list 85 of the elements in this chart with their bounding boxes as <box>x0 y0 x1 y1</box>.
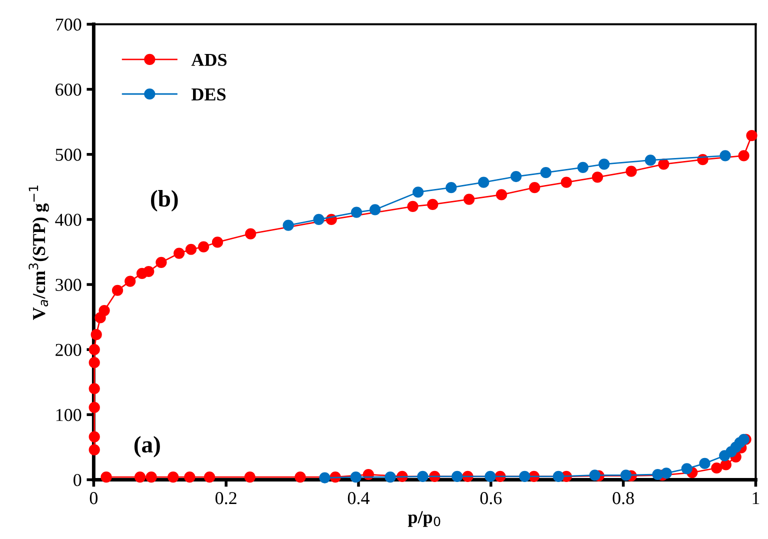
point <box>464 194 475 205</box>
y-tick-label: 500 <box>56 148 82 161</box>
point <box>577 162 588 173</box>
point <box>204 472 216 483</box>
point <box>198 241 210 252</box>
point <box>313 214 324 226</box>
point <box>620 470 632 481</box>
legend-label: ADS <box>191 54 227 66</box>
point <box>384 472 396 483</box>
y-tick-label: 200 <box>56 344 82 356</box>
x-axis-title: p/p$_{0}$ <box>408 511 440 527</box>
point <box>592 172 604 183</box>
point <box>185 244 197 255</box>
point <box>407 200 418 212</box>
point <box>98 304 110 316</box>
point <box>88 383 100 394</box>
point <box>88 431 100 442</box>
point <box>412 186 424 198</box>
point <box>626 166 637 177</box>
y-axis-title: V$_{a}$/cm$^{3}$(STP) g$^{−1}$ <box>28 186 49 320</box>
x-tick-label: 1 <box>752 492 760 504</box>
y-tick-label: 700 <box>56 18 82 31</box>
x-tick-label: 0.4 <box>348 492 370 504</box>
point <box>681 463 692 474</box>
y-tick-label: 400 <box>55 214 82 226</box>
point <box>88 357 100 368</box>
point <box>738 150 750 162</box>
point <box>720 150 731 162</box>
point <box>350 206 362 218</box>
point <box>174 248 185 259</box>
point <box>589 470 600 481</box>
x-tick-label: 0.2 <box>216 492 236 504</box>
annotation: (a) <box>134 436 160 458</box>
point <box>319 472 330 484</box>
y-tick-label: 100 <box>56 408 82 422</box>
point <box>644 154 656 166</box>
point <box>124 276 136 287</box>
point <box>294 472 306 483</box>
point <box>146 472 157 483</box>
point <box>100 472 112 483</box>
point <box>660 468 672 479</box>
point <box>446 182 457 194</box>
legend-label: DES <box>192 88 226 100</box>
point <box>88 444 100 456</box>
point <box>244 472 256 483</box>
point <box>134 472 146 483</box>
point <box>143 266 154 278</box>
point <box>552 470 564 482</box>
point <box>156 256 167 268</box>
point <box>519 470 530 482</box>
point <box>350 472 362 483</box>
point <box>212 236 224 248</box>
point <box>711 462 722 474</box>
x-tick-label: 0.6 <box>480 492 502 504</box>
point <box>699 458 710 469</box>
point <box>652 468 664 480</box>
point <box>598 158 610 170</box>
point <box>88 344 100 356</box>
point <box>427 198 438 210</box>
point <box>88 402 100 414</box>
point <box>452 470 463 482</box>
point <box>184 472 196 483</box>
point <box>540 167 552 178</box>
point <box>90 329 102 340</box>
point <box>560 176 572 188</box>
y-tick-label: 600 <box>56 84 82 96</box>
point <box>245 228 256 240</box>
annotation: (b) <box>151 190 178 212</box>
x-tick-label: 0.8 <box>612 492 634 504</box>
point <box>746 130 758 142</box>
point <box>484 470 496 482</box>
point <box>168 472 179 483</box>
point <box>510 170 522 182</box>
point <box>658 158 670 170</box>
point <box>529 182 540 194</box>
x-tick-label: 0 <box>90 492 98 504</box>
point <box>282 220 294 231</box>
point <box>369 204 381 216</box>
point <box>478 176 490 188</box>
point <box>720 459 732 470</box>
point <box>112 284 124 296</box>
point <box>496 189 508 200</box>
point <box>417 470 428 482</box>
y-tick-label: 0 <box>74 474 82 486</box>
y-tick-label: 300 <box>56 278 82 291</box>
